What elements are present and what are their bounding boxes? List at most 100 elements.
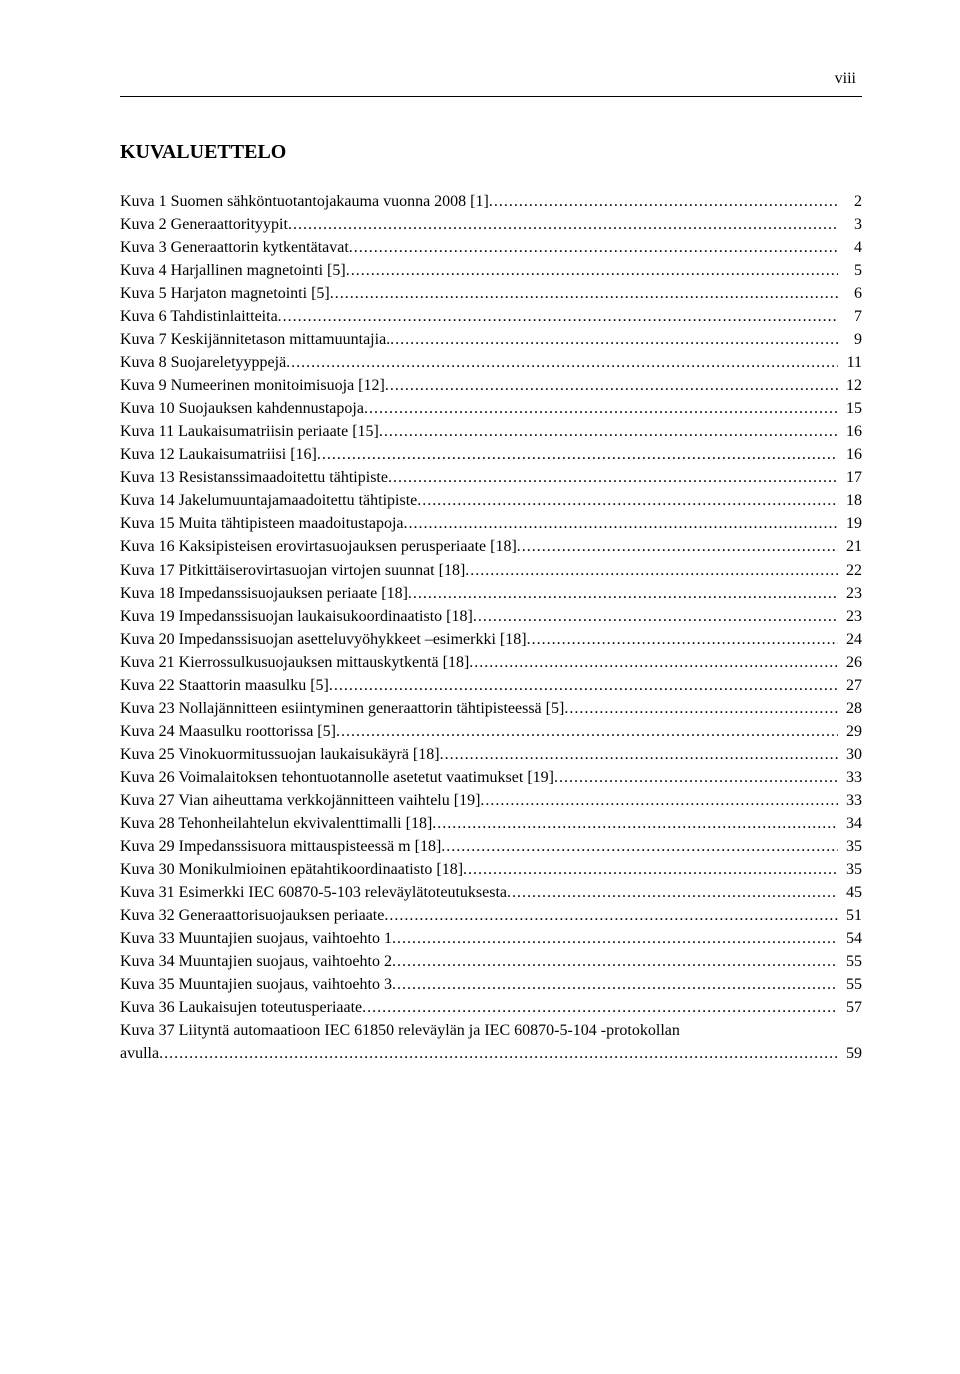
toc-entry-label: Kuva 10 Suojauksen kahdennustapoja (120, 397, 364, 420)
toc-leader-dots (432, 812, 838, 835)
toc-entry: Kuva 12 Laukaisumatriisi [16]16 (120, 443, 862, 466)
toc-leader-dots (330, 282, 838, 305)
toc-entry: Kuva 25 Vinokuormitussuojan laukaisukäyr… (120, 743, 862, 766)
toc-entry-label: Kuva 32 Generaattorisuojauksen periaate (120, 904, 384, 927)
toc-entry-label: Kuva 16 Kaksipisteisen erovirtasuojaukse… (120, 535, 517, 558)
toc-entry-page: 51 (838, 904, 862, 927)
toc-entry-label: Kuva 7 Keskijännitetason mittamuuntajia. (120, 328, 390, 351)
toc-entry-page: 26 (838, 651, 862, 674)
toc-entry-label: Kuva 19 Impedanssisuojan laukaisukoordin… (120, 605, 473, 628)
toc-entry: Kuva 7 Keskijännitetason mittamuuntajia.… (120, 328, 862, 351)
toc-entry-page: 59 (838, 1042, 862, 1065)
toc-entry-page: 23 (838, 582, 862, 605)
toc-entry-label: Kuva 8 Suojareletyyppejä (120, 351, 286, 374)
toc-leader-dots (385, 374, 838, 397)
toc-entry-label: Kuva 30 Monikulmioinen epätahtikoordinaa… (120, 858, 463, 881)
toc-entry-page: 55 (838, 950, 862, 973)
toc-entry: Kuva 37 Liityntä automaatioon IEC 61850 … (120, 1019, 862, 1065)
toc-entry: Kuva 22 Staattorin maasulku [5] 27 (120, 674, 862, 697)
toc-entry: Kuva 10 Suojauksen kahdennustapoja15 (120, 397, 862, 420)
toc-entry-label: Kuva 35 Muuntajien suojaus, vaihtoehto 3 (120, 973, 392, 996)
toc-entry-page: 33 (838, 766, 862, 789)
toc-entry: Kuva 30 Monikulmioinen epätahtikoordinaa… (120, 858, 862, 881)
toc-leader-dots (463, 858, 838, 881)
toc-entry: Kuva 34 Muuntajien suojaus, vaihtoehto 2… (120, 950, 862, 973)
toc-entry-page: 30 (838, 743, 862, 766)
toc-entry: Kuva 9 Numeerinen monitoimisuoja [12]12 (120, 374, 862, 397)
toc-entry-continuation: avulla 59 (120, 1042, 862, 1065)
toc-leader-dots (388, 466, 838, 489)
toc-entry-page: 57 (838, 996, 862, 1019)
toc-leader-dots (469, 651, 838, 674)
toc-leader-dots (317, 443, 838, 466)
toc-entry-page: 24 (838, 628, 862, 651)
toc-entry-page: 28 (838, 697, 862, 720)
toc-leader-dots (527, 628, 838, 651)
toc-entry-label: Kuva 5 Harjaton magnetointi [5] (120, 282, 330, 305)
toc-entry-page: 16 (838, 420, 862, 443)
toc-leader-dots (489, 190, 838, 213)
page-number-roman: viii (120, 70, 862, 88)
toc-leader-dots (278, 305, 838, 328)
toc-entry-label: Kuva 37 Liityntä automaatioon IEC 61850 … (120, 1019, 862, 1042)
toc-entry: Kuva 16 Kaksipisteisen erovirtasuojaukse… (120, 535, 862, 558)
toc-entry-page: 17 (838, 466, 862, 489)
toc-entry: Kuva 5 Harjaton magnetointi [5] 6 (120, 282, 862, 305)
toc-leader-dots (564, 697, 838, 720)
toc-entry: Kuva 18 Impedanssisuojauksen periaate [1… (120, 582, 862, 605)
toc-entry: Kuva 31 Esimerkki IEC 60870-5-103 relevä… (120, 881, 862, 904)
toc-leader-dots (440, 743, 838, 766)
toc-entry-label: Kuva 28 Tehonheilahtelun ekvivalenttimal… (120, 812, 432, 835)
toc-entry-label: Kuva 29 Impedanssisuora mittauspisteessä… (120, 835, 441, 858)
toc-entry-page: 34 (838, 812, 862, 835)
toc-leader-dots (329, 674, 838, 697)
toc-entry-label: Kuva 15 Muita tähtipisteen maadoitustapo… (120, 512, 404, 535)
toc-entry-page: 21 (838, 535, 862, 558)
toc-entry-label: Kuva 23 Nollajännitteen esiintyminen gen… (120, 697, 564, 720)
toc-entry-page: 33 (838, 789, 862, 812)
toc-entry-label: Kuva 27 Vian aiheuttama verkkojännitteen… (120, 789, 480, 812)
toc-entry: Kuva 14 Jakelumuuntajamaadoitettu tähtip… (120, 489, 862, 512)
header-rule (120, 96, 862, 97)
toc-entry-page: 6 (838, 282, 862, 305)
toc-entry: Kuva 6 Tahdistinlaitteita7 (120, 305, 862, 328)
toc-entry: Kuva 35 Muuntajien suojaus, vaihtoehto 3… (120, 973, 862, 996)
toc-entry-label: Kuva 3 Generaattorin kytkentätavat (120, 236, 349, 259)
toc-entry-page: 35 (838, 835, 862, 858)
toc-entry-label: Kuva 21 Kierrossulkusuojauksen mittausky… (120, 651, 469, 674)
toc-list: Kuva 1 Suomen sähköntuotantojakauma vuon… (120, 190, 862, 1065)
toc-leader-dots (554, 766, 838, 789)
toc-entry-page: 23 (838, 605, 862, 628)
toc-entry-page: 11 (838, 351, 862, 374)
toc-leader-dots (379, 420, 838, 443)
toc-leader-dots (286, 351, 838, 374)
toc-entry: Kuva 32 Generaattorisuojauksen periaate 5… (120, 904, 862, 927)
toc-entry-page: 18 (838, 489, 862, 512)
toc-entry-label: Kuva 26 Voimalaitoksen tehontuotannolle … (120, 766, 554, 789)
toc-entry-label-tail: avulla (120, 1042, 159, 1065)
toc-leader-dots (441, 835, 838, 858)
toc-leader-dots (465, 559, 838, 582)
toc-entry-label: Kuva 33 Muuntajien suojaus, vaihtoehto 1 (120, 927, 392, 950)
toc-leader-dots (384, 904, 838, 927)
toc-entry-label: Kuva 22 Staattorin maasulku [5] (120, 674, 329, 697)
toc-leader-dots (346, 259, 838, 282)
toc-entry-page: 9 (838, 328, 862, 351)
toc-entry: Kuva 23 Nollajännitteen esiintyminen gen… (120, 697, 862, 720)
toc-leader-dots (417, 489, 838, 512)
toc-entry-page: 16 (838, 443, 862, 466)
toc-entry-label: Kuva 24 Maasulku roottorissa [5] (120, 720, 336, 743)
toc-leader-dots (392, 927, 838, 950)
toc-entry-label: Kuva 17 Pitkittäiserovirtasuojan virtoje… (120, 559, 465, 582)
toc-entry: Kuva 27 Vian aiheuttama verkkojännitteen… (120, 789, 862, 812)
toc-entry: Kuva 20 Impedanssisuojan asetteluvyöhykk… (120, 628, 862, 651)
toc-entry-label: Kuva 20 Impedanssisuojan asetteluvyöhykk… (120, 628, 527, 651)
toc-entry-label: Kuva 13 Resistanssimaadoitettu tähtipist… (120, 466, 388, 489)
toc-entry: Kuva 36 Laukaisujen toteutusperiaate57 (120, 996, 862, 1019)
toc-entry-page: 22 (838, 559, 862, 582)
toc-entry-page: 27 (838, 674, 862, 697)
toc-leader-dots (364, 397, 838, 420)
toc-entry: Kuva 24 Maasulku roottorissa [5]29 (120, 720, 862, 743)
toc-entry-page: 55 (838, 973, 862, 996)
toc-entry: Kuva 19 Impedanssisuojan laukaisukoordin… (120, 605, 862, 628)
